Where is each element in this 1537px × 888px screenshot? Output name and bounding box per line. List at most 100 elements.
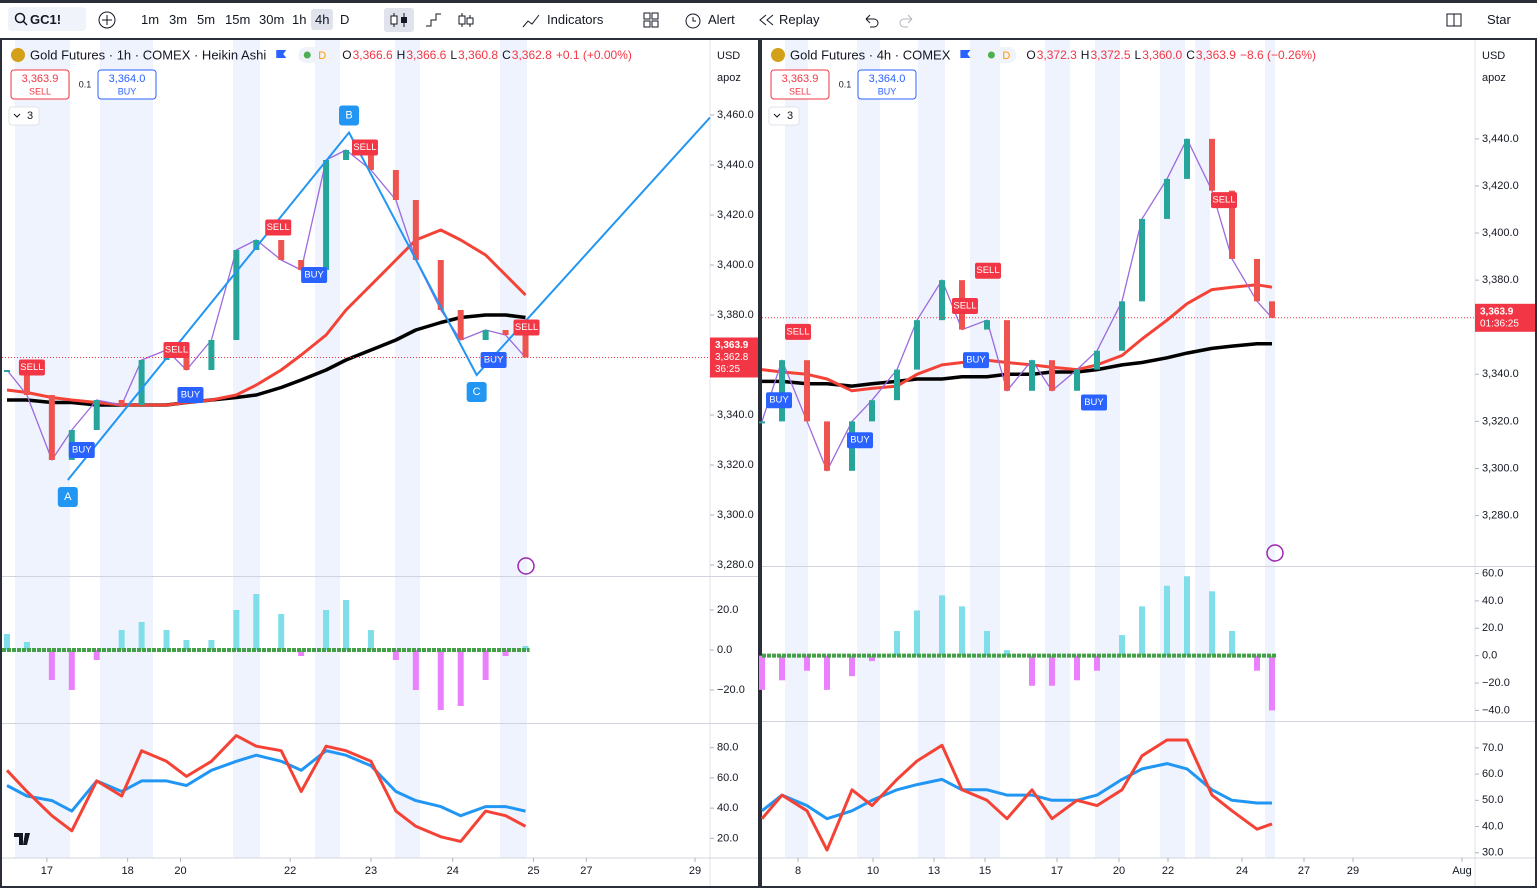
candle [1139,218,1145,302]
candle [48,395,55,460]
ohlc-value: 3,372.5 [1090,48,1130,62]
y-tick-label: 40.0 [717,802,738,814]
layouts-icon[interactable] [642,11,660,29]
alert-button[interactable]: Alert [708,12,735,27]
x-tick-label: 15 [979,865,991,877]
badge: D [318,50,326,62]
x-tick-label: 8 [795,865,801,877]
y-tick-label: 0.0 [717,644,732,656]
y-tick-label: 3,420.0 [1482,180,1519,192]
indicators-toggle[interactable] [768,106,800,126]
session-band [1195,40,1210,858]
signal-label: SELL [165,345,188,356]
session-band [918,40,945,858]
signal-label: SELL [267,222,290,233]
histogram-bar [392,650,399,660]
indicators-icon [522,14,540,28]
sell-box[interactable] [770,69,830,100]
signal-box [351,139,378,156]
x-tick-label: 22 [1162,865,1174,877]
indicators-button[interactable]: Indicators [547,12,604,27]
y-tick-label: 70.0 [1482,742,1503,754]
last-price-box [710,337,758,378]
ohlc-key: L [450,48,457,62]
candle [233,250,240,340]
y-tick-label: 50.0 [1482,794,1503,806]
signal-label: BUY [304,270,324,281]
histogram-bar [253,594,260,650]
sell-box[interactable] [10,69,70,100]
buy-box[interactable] [97,69,157,100]
session-band [233,40,260,858]
panel-toggle[interactable] [1445,11,1463,29]
interval-button[interactable]: 5m [197,12,216,27]
badge-pill [298,47,333,63]
interval-button[interactable]: 1m [141,12,160,27]
symbol-search[interactable]: GC1! [8,7,86,31]
y-tick-label: 3,320.0 [1482,415,1519,427]
y-tick-label: 3,380.0 [1482,274,1519,286]
x-tick-label: 24 [1236,865,1248,877]
flag-icon [276,50,287,58]
histogram-bar [298,650,305,656]
signal-box [68,442,95,458]
redo[interactable] [898,11,916,29]
histogram-bar [984,630,990,656]
y-tick-label: 3,340.0 [717,409,754,421]
indicators-toggle[interactable] [8,106,40,126]
interval-button[interactable]: 3m [169,12,188,27]
signal-label: BUY [72,445,92,456]
chevron [13,113,21,118]
candle [118,400,125,405]
bar-type[interactable] [456,10,476,30]
signal-label: BUY [1084,397,1104,408]
candle [208,340,215,370]
moving-average-red [761,283,1273,393]
alert-icon [685,13,701,29]
replay-button[interactable]: Replay [779,12,820,27]
signal-box [1081,394,1107,411]
histogram-bar [1094,655,1100,671]
x-tick-label: 10 [867,865,879,877]
signal-box [301,267,328,283]
interval-button[interactable]: 1h [292,12,307,27]
toolbar: GC1! 1m 3m 5m 15m 30m 1h 4h D Indicators Alert … [0,3,1537,38]
add-symbol[interactable] [97,10,117,30]
x-tick-label: 13 [928,865,940,877]
change: +0.1 (+0.00%) [556,48,632,62]
badge-dot [987,51,995,59]
histogram-bar [343,600,350,650]
x-tick-label: 24 [447,865,459,877]
undo[interactable] [862,11,880,29]
y-tick-label: 80.0 [717,742,738,754]
signal-box [18,359,45,376]
interval-button[interactable]: 4h [311,9,334,30]
spread: 0.1 [839,79,852,89]
histogram-bar [183,640,190,650]
x-tick-label: 22 [284,865,296,877]
histogram-bar [1229,630,1235,656]
event-icon [517,557,535,575]
signal-box [480,352,507,368]
candle-type[interactable] [384,8,414,32]
candle [412,200,419,260]
signal-box [785,323,811,340]
interval-button[interactable]: D [340,12,350,27]
session-band [500,40,527,858]
ohlc-key: C [1186,48,1195,62]
y-tick-label: 3,400.0 [1482,227,1519,239]
interval-button[interactable]: 30m [259,12,285,27]
histogram-bar [1164,585,1170,656]
signal-box [513,319,540,336]
line-type[interactable] [424,10,444,30]
pattern-point-label: A [64,491,72,503]
y-tick-label: 3,300.0 [1482,462,1519,474]
y-tick-label: 20.0 [717,832,738,844]
y-tick-label: 0.0 [1482,650,1497,662]
interval-button[interactable]: 15m [225,12,251,27]
histogram-bar [779,655,785,681]
buy-box[interactable] [857,69,917,100]
y-tick-label: 60.0 [717,772,738,784]
star-button[interactable]: Star [1487,12,1511,27]
